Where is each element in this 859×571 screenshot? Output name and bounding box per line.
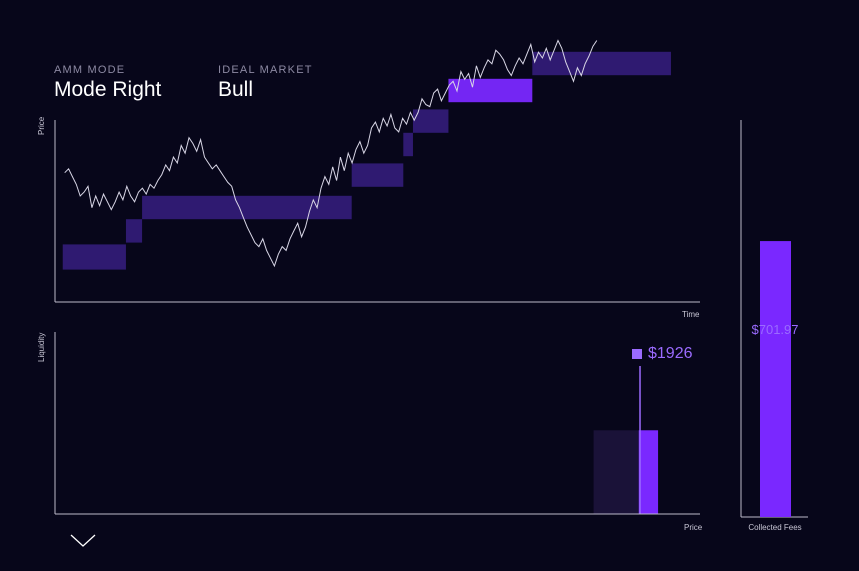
current-price-swatch xyxy=(632,349,642,359)
time-axis-label: Time xyxy=(682,310,700,319)
price-range-band xyxy=(351,163,404,187)
fees-chart: $701.97 Collected Fees xyxy=(740,120,808,532)
price-axis-label: Price xyxy=(37,116,46,135)
price-range-band xyxy=(62,244,126,270)
current-price-tooltip: $1926 xyxy=(632,345,693,363)
collected-fees-value: $701.97 xyxy=(752,322,799,337)
current-price-label: $1926 xyxy=(648,345,693,362)
price-range-band xyxy=(142,195,352,220)
liquidity-bar-active xyxy=(638,430,659,514)
amm-mode-caption: AMM MODE xyxy=(54,64,126,76)
price-line xyxy=(64,39,598,268)
collected-fees-label: Collected Fees xyxy=(748,523,801,532)
price-range-band xyxy=(532,51,671,76)
chevron-down-icon[interactable] xyxy=(70,532,96,548)
liquidity-bar-inactive xyxy=(593,430,639,514)
liquidity-price-axis-label: Price xyxy=(684,523,703,532)
liquidity-axis-label: Liquidity xyxy=(37,333,46,362)
ideal-market-value: Bull xyxy=(218,78,254,101)
amm-mode-block: AMM MODE Mode Right xyxy=(54,64,161,102)
liquidity-bars xyxy=(593,430,659,514)
ideal-market-caption: IDEAL MARKET xyxy=(218,64,313,76)
price-range-band xyxy=(412,109,449,133)
price-range-band xyxy=(403,132,413,157)
collected-fees-bar xyxy=(760,241,791,517)
price-range-band xyxy=(125,219,143,243)
liquidity-chart: Liquidity Price xyxy=(37,332,703,532)
ideal-market-block: IDEAL MARKET Bull xyxy=(218,64,313,102)
price-chart: Price Time xyxy=(37,39,700,319)
price-range-bands xyxy=(62,51,671,270)
amm-mode-value: Mode Right xyxy=(54,78,162,101)
price-range-band xyxy=(448,78,533,103)
